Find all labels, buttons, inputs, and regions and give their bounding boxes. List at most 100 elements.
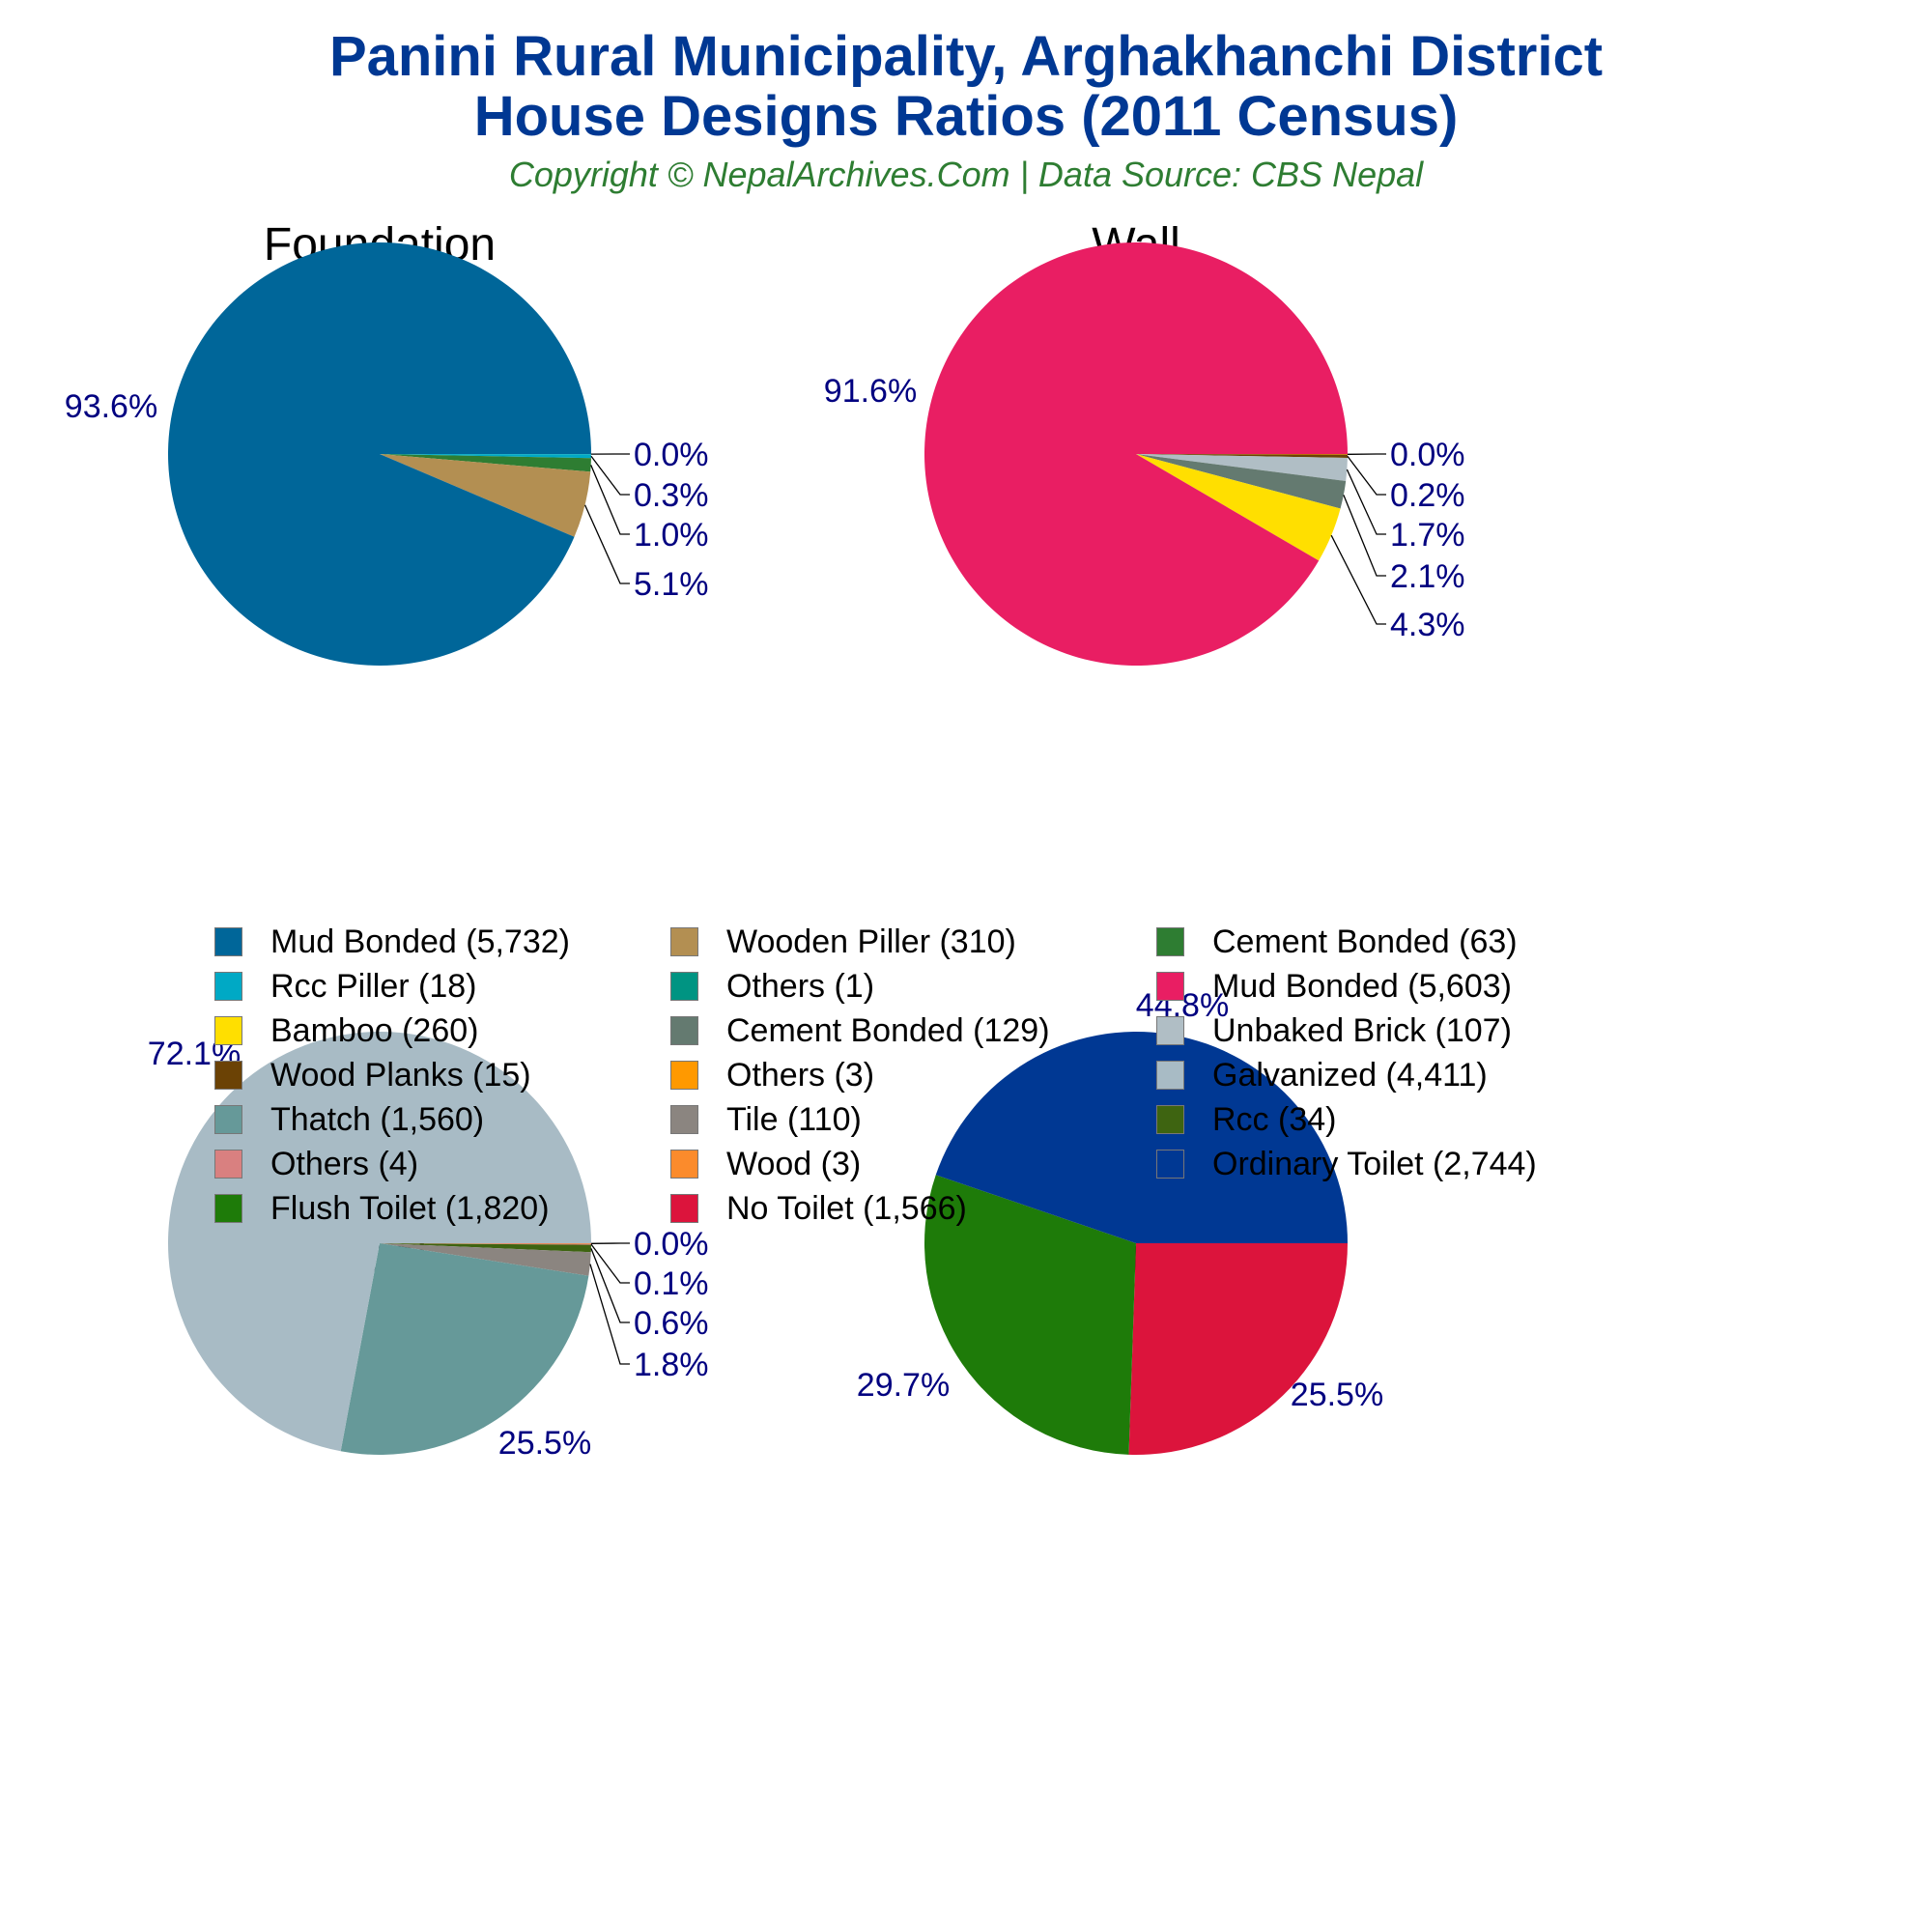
legend-swatch bbox=[1156, 1016, 1184, 1045]
callout-leader-line bbox=[1330, 534, 1386, 625]
pie-slice-rcc-piller bbox=[380, 454, 591, 459]
copyright-subtitle: Copyright © NepalArchives.Com | Data Sou… bbox=[508, 155, 1424, 194]
pie-slice-wood-planks bbox=[1136, 454, 1348, 459]
legend-label: Mud Bonded (5,603) bbox=[1212, 967, 1512, 1005]
slice-percent-label: 0.0% bbox=[634, 1226, 709, 1263]
legend-item: Mud Bonded (5,732) bbox=[214, 920, 570, 964]
legend-swatch bbox=[670, 1061, 698, 1090]
legend-swatch bbox=[1156, 927, 1184, 956]
legend-swatch bbox=[670, 972, 698, 1001]
legend-item: Thatch (1,560) bbox=[214, 1097, 484, 1142]
callout-leader-line bbox=[583, 504, 630, 584]
legend-item: Others (1) bbox=[670, 964, 874, 1009]
legend-label: Others (1) bbox=[726, 967, 875, 1005]
legend-item: Others (3) bbox=[670, 1053, 874, 1097]
legend-label: No Toilet (1,566) bbox=[726, 1189, 967, 1227]
legend-label: Mud Bonded (5,732) bbox=[270, 923, 570, 960]
legend-item: Wood Planks (15) bbox=[214, 1053, 531, 1097]
pie-slice-wooden-piller bbox=[380, 454, 591, 537]
pie-slice-thatch bbox=[340, 1243, 589, 1455]
legend-item: Tile (110) bbox=[670, 1097, 862, 1142]
legend-label: Flush Toilet (1,820) bbox=[270, 1189, 550, 1227]
slice-percent-label: 29.7% bbox=[857, 1367, 950, 1404]
legend-swatch bbox=[670, 1194, 698, 1223]
slice-percent-label: 1.8% bbox=[634, 1347, 709, 1383]
slice-percent-label: 93.6% bbox=[65, 388, 157, 425]
slice-percent-label: 0.2% bbox=[1390, 477, 1465, 514]
legend-label: Tile (110) bbox=[726, 1100, 862, 1138]
chart-title-line1: Panini Rural Municipality, Arghakhanchi … bbox=[328, 25, 1604, 88]
pie-slice-cement-bonded bbox=[380, 454, 591, 472]
pie-foundation: 0.0% 0.3%1.0% 5.1% 93.6% bbox=[65, 242, 709, 666]
pie-slice-bamboo bbox=[1136, 454, 1341, 561]
pie-slice-others bbox=[380, 1243, 591, 1245]
pie-slice-tile bbox=[380, 1243, 591, 1276]
pie-slice-flush-toilet bbox=[924, 1175, 1136, 1455]
slice-percent-label: 0.0% bbox=[1390, 437, 1465, 473]
legend-label: Cement Bonded (129) bbox=[726, 1011, 1050, 1049]
legend-swatch bbox=[1156, 972, 1184, 1001]
slice-percent-label: 0.1% bbox=[634, 1265, 709, 1302]
callout-leader-line bbox=[1343, 495, 1386, 577]
slice-percent-label: 0.3% bbox=[634, 477, 709, 514]
callout-leader-line bbox=[590, 455, 630, 496]
legend-label: Bamboo (260) bbox=[270, 1011, 479, 1049]
legend-item: Cement Bonded (129) bbox=[670, 1009, 1050, 1053]
slice-percent-label: 1.7% bbox=[1390, 517, 1465, 554]
legend-label: Others (3) bbox=[726, 1056, 875, 1094]
slice-percent-label: 0.0% bbox=[634, 437, 709, 473]
slice-percent-label: 1.0% bbox=[634, 517, 709, 554]
legend-label: Rcc Piller (18) bbox=[270, 967, 477, 1005]
slice-percent-label: 4.3% bbox=[1390, 607, 1465, 643]
legend-item: Wood (3) bbox=[670, 1142, 861, 1186]
pie-slice-ordinary-toilet bbox=[935, 1032, 1348, 1243]
legend-item: Ordinary Toilet (2,744) bbox=[1156, 1142, 1537, 1186]
pie-slice-mud-bonded bbox=[167, 242, 592, 666]
pie-slice-others bbox=[1136, 454, 1348, 455]
slice-percent-label: 0.6% bbox=[634, 1305, 709, 1342]
slice-percent-label: 5.1% bbox=[634, 566, 709, 603]
slice-percent-label: 25.5% bbox=[1291, 1377, 1383, 1413]
legend-label: Thatch (1,560) bbox=[270, 1100, 485, 1138]
pie-slice-rcc bbox=[380, 1243, 591, 1253]
legend-item: Rcc (34) bbox=[1156, 1097, 1336, 1142]
legend-item: Mud Bonded (5,603) bbox=[1156, 964, 1512, 1009]
legend-swatch bbox=[214, 1194, 242, 1223]
pie-slice-cement-bonded bbox=[1136, 454, 1347, 509]
legend-label: Others (4) bbox=[270, 1145, 419, 1182]
legend-label: Unbaked Brick (107) bbox=[1212, 1011, 1512, 1049]
pie-wall: 0.0% 0.2%1.7% 2.1% 4.3% 91.6% bbox=[824, 242, 1465, 666]
legend-item: No Toilet (1,566) bbox=[670, 1186, 967, 1231]
pie-roof: 0.0%0.1%0.6%1.8%72.1%25.5% bbox=[148, 1031, 709, 1462]
legend-label: Wooden Piller (310) bbox=[726, 923, 1016, 960]
pie-slice-unbaked-brick bbox=[1136, 454, 1348, 482]
legend-item: Flush Toilet (1,820) bbox=[214, 1186, 550, 1231]
legend-item: Wooden Piller (310) bbox=[670, 920, 1016, 964]
callout-leader-line bbox=[590, 1243, 630, 1284]
slice-percent-label: 91.6% bbox=[824, 373, 917, 410]
chart-title-line2: House Designs Ratios (2011 Census) bbox=[473, 85, 1459, 148]
legend-item: Galvanized (4,411) bbox=[1156, 1053, 1488, 1097]
legend-label: Galvanized (4,411) bbox=[1212, 1056, 1488, 1094]
legend-swatch bbox=[214, 1016, 242, 1045]
legend-item: Rcc Piller (18) bbox=[214, 964, 476, 1009]
legend-swatch bbox=[670, 1150, 698, 1179]
legend-label: Ordinary Toilet (2,744) bbox=[1212, 1145, 1537, 1182]
legend-item: Others (4) bbox=[214, 1142, 418, 1186]
legend-label: Wood (3) bbox=[726, 1145, 862, 1182]
legend-swatch bbox=[670, 1016, 698, 1045]
legend-item: Cement Bonded (63) bbox=[1156, 920, 1518, 964]
legend-item: Unbaked Brick (107) bbox=[1156, 1009, 1512, 1053]
pie-slice-mud-bonded bbox=[923, 242, 1348, 666]
legend-swatch bbox=[214, 1150, 242, 1179]
pie-slice-no-toilet bbox=[1128, 1243, 1348, 1455]
legend-swatch bbox=[214, 1061, 242, 1090]
legend-label: Wood Planks (15) bbox=[270, 1056, 531, 1094]
legend-swatch bbox=[214, 972, 242, 1001]
pie-toilet: 44.8%29.7% 25.5% bbox=[857, 987, 1383, 1455]
legend-swatch bbox=[670, 927, 698, 956]
callout-leader-line bbox=[1346, 469, 1386, 535]
pie-slice-galvanized bbox=[168, 1031, 591, 1452]
legend-swatch bbox=[1156, 1105, 1184, 1134]
